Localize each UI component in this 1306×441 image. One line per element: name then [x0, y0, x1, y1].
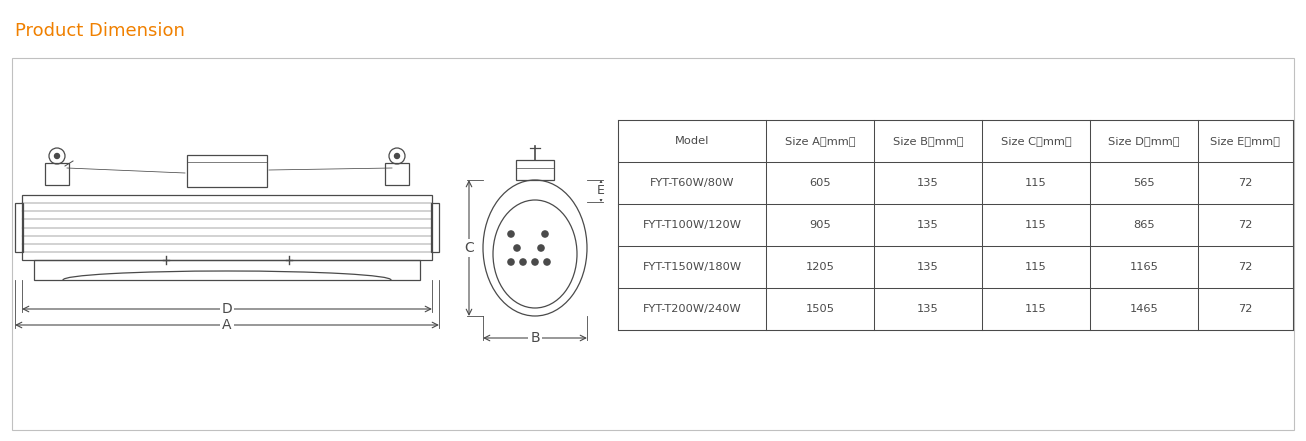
- Text: 72: 72: [1238, 220, 1252, 230]
- Circle shape: [55, 153, 60, 158]
- Text: Size C（mm）: Size C（mm）: [1000, 136, 1071, 146]
- Text: A: A: [222, 318, 231, 332]
- Text: 135: 135: [917, 220, 939, 230]
- Circle shape: [541, 230, 549, 238]
- Circle shape: [507, 230, 515, 238]
- Bar: [44, 163, 69, 185]
- Circle shape: [543, 258, 551, 266]
- Text: FYT-T100W/120W: FYT-T100W/120W: [643, 220, 742, 230]
- Bar: [187, 155, 266, 187]
- Text: 905: 905: [810, 220, 831, 230]
- Bar: [431, 203, 439, 252]
- Text: 1165: 1165: [1130, 262, 1158, 272]
- Bar: [22, 195, 432, 260]
- Text: Product Dimension: Product Dimension: [14, 22, 185, 40]
- Circle shape: [532, 258, 539, 266]
- Text: 72: 72: [1238, 178, 1252, 188]
- Text: 1205: 1205: [806, 262, 835, 272]
- Text: 115: 115: [1025, 262, 1047, 272]
- Bar: [12, 58, 1294, 430]
- Circle shape: [513, 244, 521, 252]
- Text: FYT-T60W/80W: FYT-T60W/80W: [650, 178, 734, 188]
- Text: 135: 135: [917, 262, 939, 272]
- Text: Size B（mm）: Size B（mm）: [893, 136, 964, 146]
- Circle shape: [507, 258, 515, 266]
- Text: 565: 565: [1134, 178, 1155, 188]
- Text: Model: Model: [675, 136, 709, 146]
- Text: FYT-T200W/240W: FYT-T200W/240W: [643, 304, 742, 314]
- Text: 1465: 1465: [1130, 304, 1158, 314]
- Text: 605: 605: [810, 178, 831, 188]
- Text: C: C: [464, 241, 474, 255]
- Text: 115: 115: [1025, 220, 1047, 230]
- Text: 115: 115: [1025, 178, 1047, 188]
- Bar: [516, 160, 554, 180]
- Bar: [618, 120, 1293, 330]
- Text: 135: 135: [917, 304, 939, 314]
- Circle shape: [537, 244, 545, 252]
- Text: FYT-T150W/180W: FYT-T150W/180W: [643, 262, 742, 272]
- Text: 135: 135: [917, 178, 939, 188]
- Bar: [34, 260, 421, 280]
- Bar: [14, 203, 24, 252]
- Circle shape: [394, 153, 400, 158]
- Text: 72: 72: [1238, 262, 1252, 272]
- Text: 865: 865: [1134, 220, 1155, 230]
- Text: 72: 72: [1238, 304, 1252, 314]
- Circle shape: [520, 258, 526, 266]
- Text: Size A（mm）: Size A（mm）: [785, 136, 855, 146]
- Text: Size E（mm）: Size E（mm）: [1211, 136, 1280, 146]
- Text: Size D（mm）: Size D（mm）: [1109, 136, 1179, 146]
- Bar: [385, 163, 409, 185]
- Text: D: D: [222, 302, 232, 316]
- Text: 1505: 1505: [806, 304, 835, 314]
- Text: 115: 115: [1025, 304, 1047, 314]
- Text: E: E: [597, 184, 605, 198]
- Text: B: B: [530, 331, 539, 345]
